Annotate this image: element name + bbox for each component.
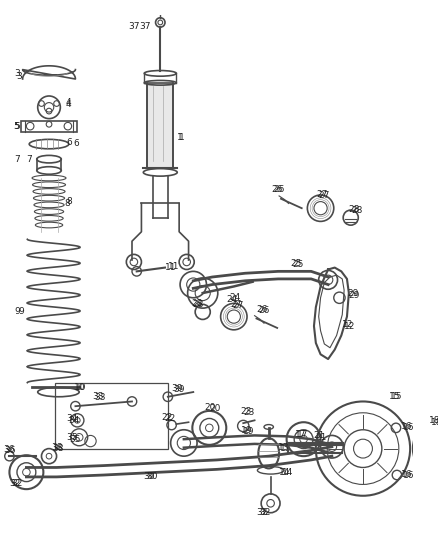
Text: 30: 30 xyxy=(143,472,155,481)
Text: 32: 32 xyxy=(10,479,21,488)
Text: 18: 18 xyxy=(431,418,438,427)
Text: 13: 13 xyxy=(278,443,290,452)
Text: 25: 25 xyxy=(292,260,304,269)
Text: 26: 26 xyxy=(273,185,285,194)
Text: 28: 28 xyxy=(191,299,203,308)
Text: 36: 36 xyxy=(4,445,15,454)
Text: 26: 26 xyxy=(258,305,270,314)
Text: 27: 27 xyxy=(232,301,244,310)
Text: 37: 37 xyxy=(140,22,151,31)
Text: 3: 3 xyxy=(16,72,22,80)
Text: 10: 10 xyxy=(75,383,87,392)
Text: 1: 1 xyxy=(177,133,183,142)
Text: 23: 23 xyxy=(243,408,254,417)
Text: 23: 23 xyxy=(240,407,252,416)
Text: 27: 27 xyxy=(317,190,328,199)
Text: 32: 32 xyxy=(259,508,271,517)
Text: 16: 16 xyxy=(403,471,414,480)
Text: 28: 28 xyxy=(349,205,360,214)
Text: 16: 16 xyxy=(403,423,414,432)
Text: 35: 35 xyxy=(66,433,78,442)
Text: 19: 19 xyxy=(243,427,255,436)
Text: 4: 4 xyxy=(66,98,72,107)
Text: 26: 26 xyxy=(272,185,283,194)
Text: 21: 21 xyxy=(316,433,327,442)
Text: 35: 35 xyxy=(69,435,80,443)
Bar xyxy=(21,120,78,132)
Text: 7: 7 xyxy=(14,155,20,164)
Text: 7: 7 xyxy=(26,155,32,164)
Text: 14: 14 xyxy=(279,467,290,477)
Text: 5: 5 xyxy=(13,122,19,131)
Text: 20: 20 xyxy=(205,402,216,411)
Text: 34: 34 xyxy=(68,416,79,425)
Bar xyxy=(147,83,173,168)
Text: 32: 32 xyxy=(257,508,268,517)
Text: 29: 29 xyxy=(349,292,360,301)
Text: 12: 12 xyxy=(342,320,353,329)
Text: 11: 11 xyxy=(168,262,179,271)
Text: 37: 37 xyxy=(128,22,140,31)
Text: 6: 6 xyxy=(66,138,72,147)
Text: 33: 33 xyxy=(92,392,104,401)
Text: 17: 17 xyxy=(297,430,308,439)
Text: 1: 1 xyxy=(179,133,185,142)
Text: 11: 11 xyxy=(165,263,177,272)
Text: 16: 16 xyxy=(401,423,412,431)
Text: 28: 28 xyxy=(192,300,204,309)
Text: 5: 5 xyxy=(14,122,20,131)
Text: 32: 32 xyxy=(11,479,23,488)
Text: 13: 13 xyxy=(280,444,292,453)
Text: 18: 18 xyxy=(429,416,438,425)
Text: 10: 10 xyxy=(74,383,85,392)
Text: 22: 22 xyxy=(161,413,173,422)
Text: 9: 9 xyxy=(14,308,20,317)
Text: 38: 38 xyxy=(51,443,62,452)
Text: 14: 14 xyxy=(282,467,293,477)
Text: 36: 36 xyxy=(5,446,16,455)
Text: 30: 30 xyxy=(146,472,158,481)
Text: 25: 25 xyxy=(290,260,302,268)
Text: 27: 27 xyxy=(319,191,330,200)
Text: 27: 27 xyxy=(230,300,241,309)
Text: 39: 39 xyxy=(172,384,183,393)
Text: 19: 19 xyxy=(241,426,253,435)
Text: 6: 6 xyxy=(74,139,79,148)
Text: 26: 26 xyxy=(257,304,268,313)
Text: 3: 3 xyxy=(14,69,20,78)
Text: 21: 21 xyxy=(313,431,325,440)
Text: 24: 24 xyxy=(226,295,237,304)
Text: 4: 4 xyxy=(66,100,72,109)
Text: 12: 12 xyxy=(344,321,356,330)
Text: 20: 20 xyxy=(209,403,221,413)
Text: 17: 17 xyxy=(295,430,307,439)
Text: 8: 8 xyxy=(64,199,70,208)
Text: 28: 28 xyxy=(352,206,363,215)
Text: 34: 34 xyxy=(66,414,78,423)
Text: 15: 15 xyxy=(391,392,403,401)
Text: 29: 29 xyxy=(347,289,358,298)
Text: 39: 39 xyxy=(173,385,185,394)
Text: 16: 16 xyxy=(401,470,412,479)
Text: 15: 15 xyxy=(389,392,401,401)
Text: 8: 8 xyxy=(66,197,72,206)
Bar xyxy=(55,383,168,449)
Text: 33: 33 xyxy=(94,393,106,402)
Text: 38: 38 xyxy=(52,444,64,453)
Text: 22: 22 xyxy=(164,414,175,423)
Text: 9: 9 xyxy=(18,308,24,317)
Text: 24: 24 xyxy=(229,293,240,302)
